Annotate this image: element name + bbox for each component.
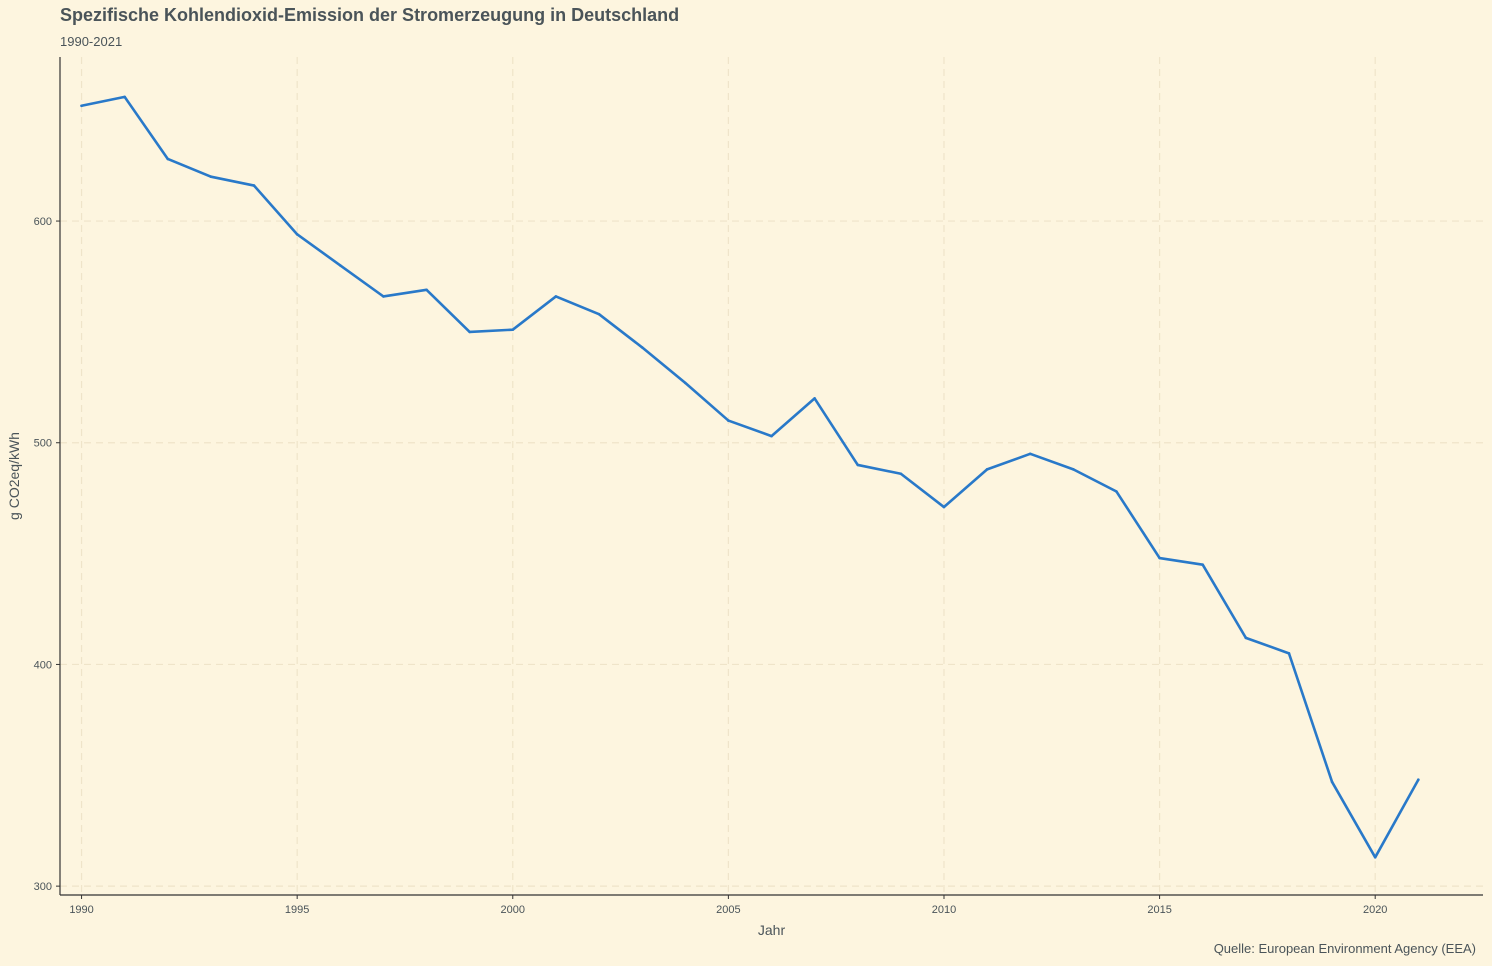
data-point	[425, 288, 428, 292]
x-tick-label: 2020	[1363, 904, 1387, 916]
y-tick-label: 600	[34, 216, 52, 228]
data-point	[1115, 490, 1118, 493]
data-point	[511, 328, 515, 331]
y-axis-label: g CO2eq/kWh	[6, 432, 22, 520]
data-point	[80, 104, 83, 108]
data-point	[683, 381, 687, 385]
data-point	[942, 505, 946, 509]
data-point	[640, 346, 644, 349]
data-point	[1028, 452, 1032, 456]
data-point	[468, 330, 471, 334]
data-point	[123, 95, 126, 99]
data-point	[1201, 563, 1205, 566]
tick-labels: 1990 1995 2000 2005 2010 2015 2020 300 400 500 600	[34, 216, 1388, 916]
data-point	[554, 295, 558, 298]
y-tick-label: 400	[34, 659, 52, 671]
data-point	[252, 184, 256, 187]
data-point	[338, 264, 342, 267]
data-point	[1330, 780, 1334, 784]
x-tick-label: 2010	[932, 904, 956, 916]
data-point	[727, 419, 730, 422]
x-tick-label: 1990	[69, 904, 93, 916]
data-point	[1287, 652, 1291, 655]
y-tick-label: 500	[34, 438, 52, 450]
data-point	[1158, 556, 1161, 560]
source-caption: Quelle: European Environment Agency (EEA…	[1213, 941, 1476, 956]
data-point	[209, 175, 213, 179]
grid-lines	[60, 57, 1483, 895]
data-point	[382, 295, 385, 298]
x-tick-label: 1995	[285, 904, 309, 916]
data-point	[166, 157, 170, 161]
data-point	[770, 434, 773, 438]
x-tick-label: 2000	[501, 904, 525, 916]
data-point	[1417, 778, 1420, 782]
series-line	[80, 95, 1420, 859]
data-point	[1373, 856, 1377, 859]
data-point	[1244, 636, 1248, 640]
series-group	[80, 95, 1420, 859]
data-point	[899, 472, 903, 476]
data-point	[856, 463, 860, 467]
chart-title: Spezifische Kohlendioxid-Emission der St…	[60, 5, 680, 25]
x-tick-label: 2005	[716, 904, 740, 916]
x-tick-label: 2015	[1147, 904, 1171, 916]
axes	[56, 57, 1483, 899]
data-point	[295, 233, 299, 236]
y-tick-label: 300	[34, 881, 52, 893]
data-point	[1072, 468, 1075, 471]
x-axis-label: Jahr	[758, 922, 786, 938]
chart-subtitle: 1990-2021	[60, 34, 123, 49]
data-point	[597, 312, 601, 316]
data-point	[813, 397, 816, 400]
data-point	[985, 468, 989, 471]
